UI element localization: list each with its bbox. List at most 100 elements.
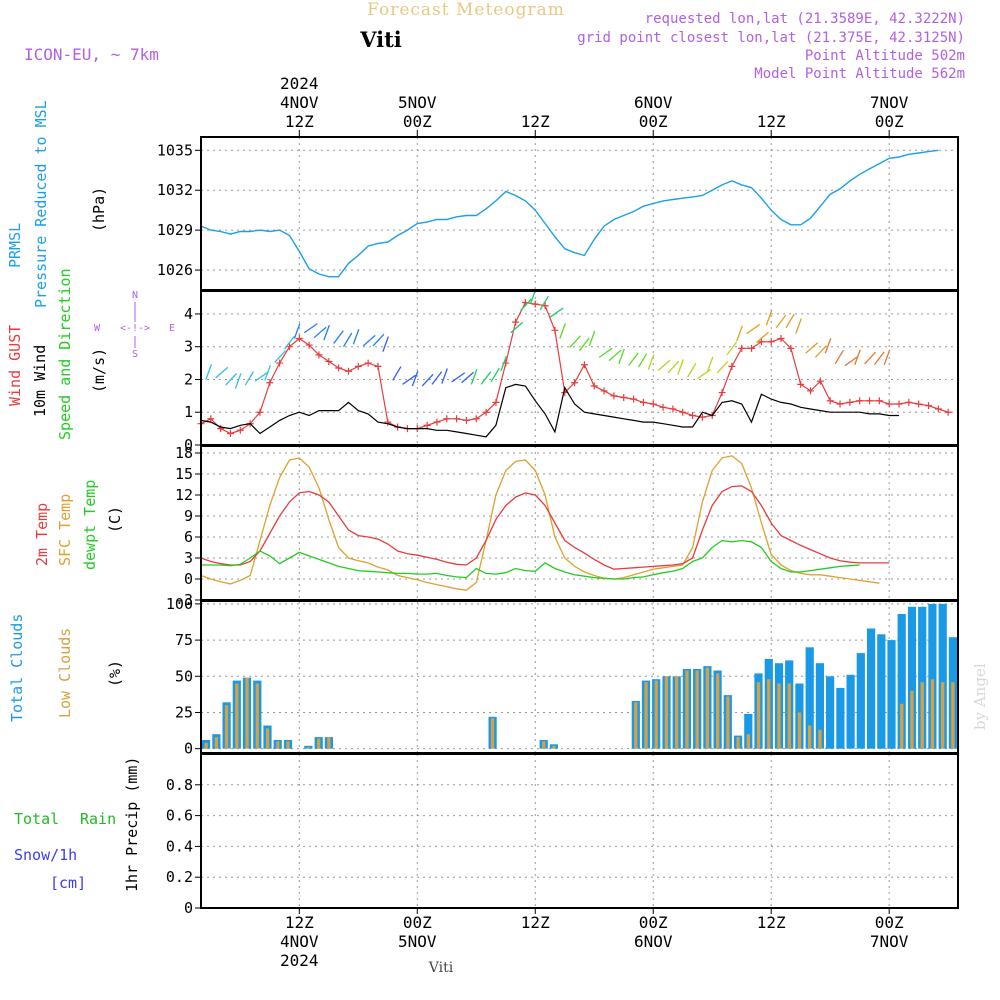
pressure-series	[200, 149, 939, 278]
wind-arrow	[500, 356, 507, 372]
gust-marker	[748, 344, 756, 352]
wind-arrow	[637, 353, 648, 368]
gust-marker	[718, 389, 726, 397]
gust-marker	[256, 408, 264, 416]
y-tick-label: 1032	[157, 181, 193, 199]
y-tick-label: 12	[175, 486, 193, 504]
gust-marker	[698, 413, 706, 421]
gust-marker	[226, 430, 234, 438]
gust-marker	[384, 418, 392, 426]
point-altitude: Point Altitude 502m	[805, 48, 965, 64]
y-tick-label: 2	[184, 370, 193, 388]
y-tick-label: 0	[184, 436, 193, 454]
wind-gust-label: Wind GUST	[6, 325, 24, 406]
wind-arrow	[382, 336, 389, 352]
wind-arrow	[677, 359, 684, 375]
low-cloud-bar	[265, 728, 270, 749]
wind-arrow	[795, 318, 802, 334]
low-cloud-bar	[675, 676, 679, 749]
gust-marker	[738, 344, 746, 352]
wind-arrow	[264, 365, 271, 381]
gust-marker	[689, 412, 697, 420]
wind-arrow	[480, 371, 492, 385]
low-cloud-bar	[490, 718, 495, 749]
pressure-frame	[200, 136, 959, 291]
y-tick-label: 18	[175, 444, 193, 462]
gust-marker	[423, 421, 431, 429]
low-cloud-bar	[654, 680, 658, 749]
wind-panel: Wind GUST 10m Wind Speed and Direction (…	[6, 268, 958, 454]
gust-marker	[846, 398, 854, 406]
y-tick-label: 50	[175, 667, 193, 685]
low-cloud-bar	[542, 741, 546, 749]
low-cloud-bar	[808, 725, 812, 749]
time-label: 4NOV	[280, 932, 319, 951]
wind-grid	[201, 291, 958, 445]
time-label: 12Z	[521, 112, 550, 131]
gust-marker	[443, 415, 451, 423]
wind-arrow	[215, 366, 229, 379]
precip-grid	[201, 754, 958, 908]
time-label: 7NOV	[870, 932, 909, 951]
compass-rose: N S W E <-!->	[94, 290, 175, 360]
wind-arrow	[490, 367, 500, 383]
time-label: 7NOV	[870, 93, 909, 112]
requested-coords: requested lon,lat (21.3589E, 42.3222N)	[645, 11, 965, 27]
low-cloud-bar	[818, 729, 822, 749]
gust-marker	[374, 362, 382, 370]
low-cloud-bar	[900, 703, 904, 749]
y-tick-label: 1035	[157, 141, 193, 159]
prmsl-line	[200, 149, 939, 278]
time-label: 5NOV	[398, 93, 437, 112]
wind-arrow	[254, 371, 269, 382]
wind-arrows	[205, 288, 891, 389]
station-title: Viti	[359, 27, 402, 52]
wind-arrow	[628, 352, 639, 366]
gust-marker	[944, 408, 952, 416]
low-cloud-bar	[797, 712, 802, 749]
wind-arrow	[274, 350, 287, 363]
total-cloud-bar	[815, 663, 824, 749]
total-cloud-bar	[928, 603, 937, 749]
wind-arrow	[667, 360, 680, 374]
wind-arrow	[313, 326, 327, 339]
gust-marker	[217, 425, 225, 433]
total-cloud-bar	[907, 606, 917, 749]
gust-marker	[610, 392, 618, 400]
compass-west: W	[94, 323, 101, 334]
wind-arrow	[244, 371, 255, 386]
time-label: 00Z	[639, 112, 668, 131]
wind-arrow	[372, 333, 385, 347]
y-tick-label: -3	[175, 591, 193, 609]
precip-total-label: Total	[14, 810, 59, 828]
wind-arrow	[284, 335, 295, 350]
temp-y-ticks: -3 0 3 6 9 12 15 18	[175, 444, 201, 609]
gust-marker	[787, 344, 795, 352]
precip-frame	[200, 753, 959, 909]
total-cloud-bar	[897, 614, 906, 749]
total-cloud-bar	[918, 606, 927, 749]
time-label: 2024	[280, 951, 319, 970]
gust-marker	[482, 408, 490, 416]
cloud-panel: Total Clouds Low Clouds (%) 0 25 50 75 100	[8, 595, 958, 758]
y-tick-label: 0	[184, 899, 193, 917]
low-cloud-bar	[306, 747, 311, 749]
prmsl-label: PRMSL	[6, 223, 24, 268]
gust-marker	[649, 400, 657, 408]
time-label: 12Z	[285, 112, 314, 131]
wind-arrow	[578, 337, 590, 352]
wind-series	[197, 298, 952, 438]
total-cloud-bar	[744, 713, 753, 749]
pressure-grid	[201, 137, 958, 290]
wind-arrow	[805, 342, 819, 354]
gust-marker	[325, 357, 333, 365]
precip-panel: Total Rain Snow/1h [cm] 1hr Precip (mm) …	[14, 754, 958, 917]
gust-marker	[866, 397, 874, 405]
wind-arrow	[814, 345, 827, 358]
low-clouds-label: Low Clouds	[56, 628, 74, 718]
gust-marker	[276, 359, 284, 367]
low-cloud-bar	[204, 742, 208, 749]
wind10m-line	[200, 383, 899, 438]
low-cloud-bar	[317, 738, 321, 749]
time-label: 00Z	[639, 913, 668, 932]
